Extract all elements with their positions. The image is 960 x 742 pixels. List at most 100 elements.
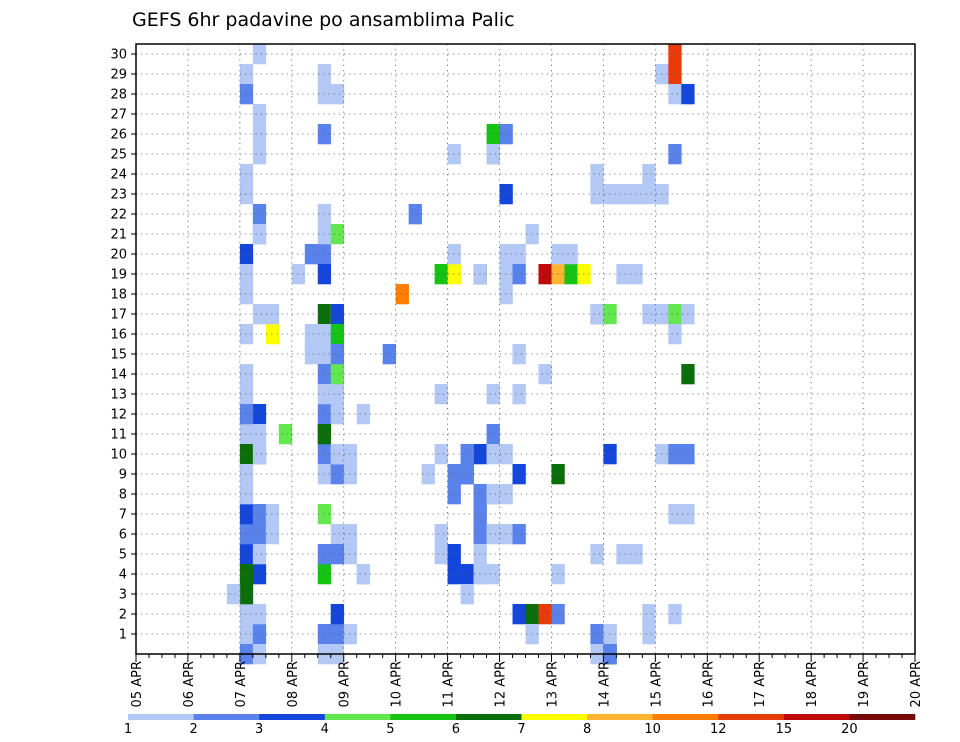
y-tick-label: 27 xyxy=(110,108,127,123)
precip-cell xyxy=(460,584,474,605)
precip-cell xyxy=(239,384,254,405)
precip-cell xyxy=(668,84,682,105)
precip-cell xyxy=(304,344,319,365)
precip-cell xyxy=(590,544,604,565)
precip-cell xyxy=(317,224,332,245)
x-tick-label: 07 APR xyxy=(234,661,249,707)
precip-cell xyxy=(239,424,254,445)
precip-cell xyxy=(252,604,267,625)
precip-cell xyxy=(252,304,267,325)
precip-cell xyxy=(512,244,526,265)
precip-cell xyxy=(239,564,254,585)
precip-cell xyxy=(668,444,682,465)
precip-cell xyxy=(330,364,345,385)
colorbar-segment xyxy=(193,714,260,720)
colorbar-segment xyxy=(783,714,850,720)
y-tick-label: 10 xyxy=(110,448,127,463)
x-tick-label: 08 APR xyxy=(286,661,301,707)
precip-cell xyxy=(486,484,500,505)
precip-cell xyxy=(239,404,254,425)
colorbar-segment xyxy=(324,714,391,720)
y-tick-label: 7 xyxy=(119,508,127,523)
precip-cell xyxy=(304,244,319,265)
precip-cell xyxy=(330,524,345,545)
colorbar-label: 12 xyxy=(710,722,727,737)
y-tick-label: 25 xyxy=(110,148,127,163)
colorbar-segment xyxy=(652,714,719,720)
precip-cell xyxy=(239,84,254,105)
y-tick-label: 30 xyxy=(110,48,127,63)
y-tick-label: 22 xyxy=(110,208,127,223)
precip-cell xyxy=(564,244,578,265)
chart-title: GEFS 6hr padavine po ansamblima Palic xyxy=(132,9,515,31)
precip-cell xyxy=(252,544,267,565)
precip-cell xyxy=(486,564,500,585)
colorbar-label: 5 xyxy=(386,722,394,737)
y-tick-label: 15 xyxy=(110,348,127,363)
precip-cell xyxy=(330,404,345,425)
colorbar-segment xyxy=(587,714,653,720)
precip-cell xyxy=(239,624,254,645)
precip-cell xyxy=(317,424,332,445)
precip-cell xyxy=(252,144,267,165)
y-tick-label: 16 xyxy=(110,328,127,343)
precip-cell xyxy=(330,544,345,565)
y-tick-label: 23 xyxy=(110,188,127,203)
precip-cell xyxy=(382,344,396,365)
x-tick-label: 19 APR xyxy=(857,661,872,707)
colorbar-label: 4 xyxy=(321,722,329,737)
precip-cell xyxy=(317,64,332,85)
x-tick-label: 13 APR xyxy=(545,661,560,707)
precip-cell xyxy=(265,324,280,345)
precip-cell xyxy=(486,144,500,165)
colorbar-segment xyxy=(521,714,588,720)
precip-cell xyxy=(304,324,319,345)
precip-cell xyxy=(317,304,332,325)
precip-cell xyxy=(317,504,332,525)
colorbar-label: 6 xyxy=(452,722,460,737)
precip-cell xyxy=(460,444,474,465)
colorbar-segment xyxy=(849,714,916,720)
x-tick-label: 09 APR xyxy=(338,661,353,707)
precip-cell xyxy=(252,504,267,525)
precip-cell xyxy=(252,204,267,225)
precip-cell xyxy=(252,564,267,585)
precip-cell xyxy=(239,284,254,305)
precip-cell xyxy=(252,404,267,425)
precip-cell xyxy=(642,164,656,185)
precip-cell xyxy=(668,144,682,165)
y-tick-label: 9 xyxy=(119,468,127,483)
precip-cell xyxy=(330,304,345,325)
precip-cell xyxy=(642,184,656,205)
colorbar-segment xyxy=(455,714,522,720)
y-tick-label: 12 xyxy=(110,408,127,423)
precip-cell xyxy=(239,584,254,605)
colorbar-label: 20 xyxy=(841,722,858,737)
precip-cell xyxy=(538,604,552,625)
precip-cell xyxy=(330,344,345,365)
precip-cell xyxy=(538,264,552,285)
precip-cell xyxy=(512,384,526,405)
precip-cell xyxy=(278,424,293,445)
precip-cell xyxy=(590,304,604,325)
precip-cell xyxy=(330,384,345,405)
y-tick-label: 3 xyxy=(119,588,127,603)
precip-cell xyxy=(239,164,254,185)
colorbar-label: 8 xyxy=(583,722,591,737)
precip-cell xyxy=(668,304,682,325)
precip-cell xyxy=(239,64,254,85)
precip-cell xyxy=(486,524,500,545)
precip-cell xyxy=(642,604,656,625)
x-tick-label: 06 APR xyxy=(182,661,197,707)
precip-cell xyxy=(239,364,254,385)
precip-cell xyxy=(434,524,448,545)
colorbar-segment xyxy=(259,714,326,720)
precip-cell xyxy=(252,104,267,125)
colorbar-segment xyxy=(390,714,457,720)
precip-cell xyxy=(317,564,332,585)
precip-cell xyxy=(408,204,422,225)
y-tick-label: 19 xyxy=(110,268,127,283)
precip-cell xyxy=(317,204,332,225)
x-axis: 05 APR 06 APR 07 APR 08 APR 09 APR 10 APR 11 A… xyxy=(130,654,924,707)
